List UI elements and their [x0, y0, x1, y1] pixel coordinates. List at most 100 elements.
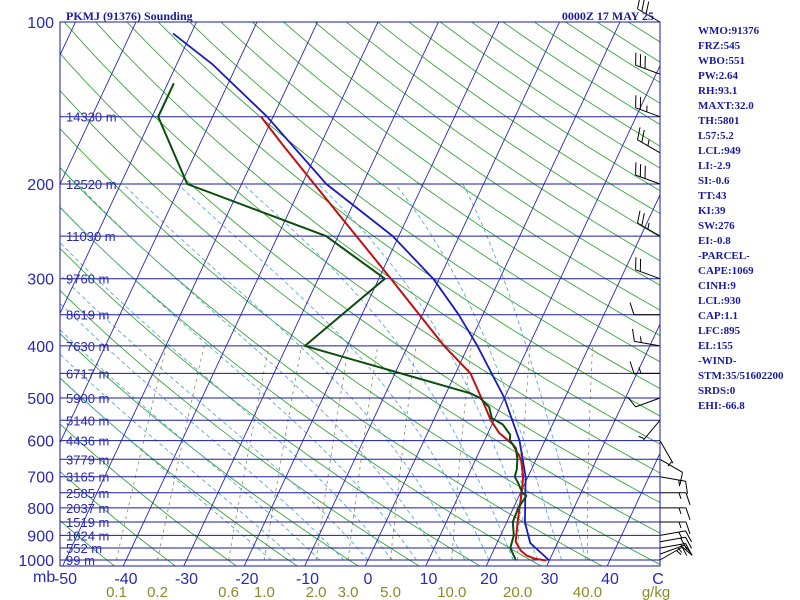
plot-frame — [59, 21, 661, 567]
dry-adiabat-line — [60, 52, 660, 504]
pressure-tick-label: 700 — [27, 470, 54, 487]
dry-adiabat-line — [157, 22, 660, 390]
isotherm-line — [425, 64, 660, 566]
isotherm-line — [243, 22, 500, 566]
dry-adiabat-line — [189, 22, 660, 363]
sounding-index: EI:-0.8 — [698, 235, 731, 247]
height-label: 3165 m — [66, 470, 109, 485]
mixing-ratio-tick-label: 40.0 — [573, 584, 602, 600]
height-label: 9760 m — [66, 272, 109, 287]
height-label: 5140 m — [66, 413, 109, 428]
wind-barb — [660, 492, 691, 505]
pressure-tick-label: 100 — [27, 15, 54, 32]
mixing-ratio-tick-label: g/kg — [642, 584, 670, 600]
wind-barb — [638, 419, 661, 441]
temperature-tick-label: -10 — [296, 571, 319, 588]
pressure-tick-label: 600 — [27, 434, 54, 451]
sounding-index: CAPE:1069 — [698, 265, 754, 277]
height-label: 14330 m — [66, 110, 117, 125]
mixing-ratio-tick-label: 0.6 — [218, 584, 239, 600]
dry-adiabat-line — [252, 22, 660, 311]
height-label: 7630 m — [66, 339, 109, 354]
dewpoint-trace — [157, 82, 528, 561]
moist-adiabat-line — [242, 183, 514, 561]
mixing-ratio-tick-label: 0.2 — [147, 584, 168, 600]
station-title: PKMJ (91376) Sounding — [66, 9, 193, 23]
mixing-ratio-tick-label: 10.0 — [437, 584, 466, 600]
pressure-unit-label: mb — [33, 569, 55, 586]
wind-barb — [635, 162, 661, 185]
dry-adiabats — [60, 22, 660, 566]
wind-barb — [660, 507, 691, 521]
temperature-tick-label: -30 — [175, 571, 198, 588]
height-label: 12520 m — [66, 177, 117, 192]
wind-barb — [627, 396, 661, 408]
dry-adiabat-line — [63, 22, 660, 474]
moist-adiabat-line — [395, 183, 563, 561]
dry-adiabat-line — [60, 520, 116, 566]
wind-barb — [632, 328, 661, 347]
mixing-ratio-tick-label: 20.0 — [503, 584, 532, 600]
temperature-tick-label: 10 — [420, 571, 438, 588]
temperature-tick-label: 30 — [541, 571, 559, 588]
wind-barb — [659, 440, 674, 467]
sounding-index: CINH:9 — [698, 280, 736, 292]
parcel-trace — [172, 32, 550, 562]
temperature-tick-label: -40 — [114, 571, 137, 588]
sounding-time: 0000Z 17 MAY 25 — [562, 9, 654, 23]
sounding-index: LFC:895 — [698, 325, 741, 337]
isotherm-line — [485, 193, 660, 566]
height-label: 1024 m — [66, 528, 109, 543]
wind-barb — [660, 521, 691, 535]
height-label: 2585 m — [66, 486, 109, 501]
isotherm-line — [364, 22, 621, 566]
height-label: 3779 m — [66, 452, 109, 467]
dry-adiabat-line — [60, 289, 421, 566]
mixing-ratio-tick-label: 0.1 — [106, 584, 127, 600]
dry-adiabat-line — [95, 22, 660, 445]
temperature-tick-label: 20 — [480, 571, 498, 588]
sounding-index: FRZ:545 — [698, 40, 741, 52]
sounding-index: LI:-2.9 — [698, 160, 731, 172]
height-label: 4436 m — [66, 434, 109, 449]
height-label: 1519 m — [66, 515, 109, 530]
pressure-tick-label: 900 — [27, 528, 54, 545]
wind-barb — [637, 127, 661, 154]
temperature-tick-label: 0 — [364, 571, 373, 588]
wind-barbs — [627, 0, 693, 561]
wind-barb — [635, 52, 661, 75]
height-label: 8619 m — [66, 308, 109, 323]
sounding-index: KI:39 — [698, 205, 726, 217]
height-label: 6717 m — [66, 366, 109, 381]
sounding-index: RH:93.1 — [698, 85, 737, 97]
height-label: 11030 m — [66, 229, 116, 244]
temperature-tick-label: -20 — [235, 571, 258, 588]
dry-adiabat-line — [283, 22, 660, 286]
pressure-tick-label: 300 — [27, 272, 54, 289]
height-label: 552 m — [66, 541, 102, 556]
sounding-index: EHI:-66.8 — [698, 400, 745, 412]
temperature-tick-label: 40 — [601, 571, 619, 588]
mixing-ratio-axis-labels: 0.1 0.2 0.6 1.0 2.0 3.0 5.0 10.0 20.0 40.0 g/kg — [106, 584, 670, 600]
wind-barb — [635, 95, 661, 118]
temperature-tick-label: -50 — [54, 571, 77, 588]
isotherm-line — [60, 22, 137, 186]
mixing-ratio-tick-label: 2.0 — [306, 584, 327, 600]
height-label: 99 m — [66, 553, 95, 568]
height-levels: 14330 m 12520 m 11030 m 9760 m 8619 m 7630 m 6… — [66, 110, 117, 568]
dry-adiabat-line — [60, 89, 660, 534]
dry-adiabat-line — [60, 166, 603, 566]
pressure-tick-label: 500 — [27, 391, 54, 408]
sounding-indices: WMO:91376 FRZ:545 WBO:551 PW:2.64 RH:93.1 MAX… — [698, 25, 784, 412]
sounding-index: -PARCEL- — [698, 250, 750, 262]
wind-barb — [659, 543, 693, 556]
isotherm-line — [304, 22, 560, 566]
isotherm-line — [62, 22, 318, 566]
sounding-index: SW:276 — [698, 220, 735, 232]
sounding-index: TT:43 — [698, 190, 727, 202]
sounding-index: LCL:949 — [698, 145, 741, 157]
sounding-index: EL:155 — [698, 340, 733, 352]
dry-adiabat-line — [126, 22, 660, 417]
dry-adiabat-line — [314, 22, 660, 262]
